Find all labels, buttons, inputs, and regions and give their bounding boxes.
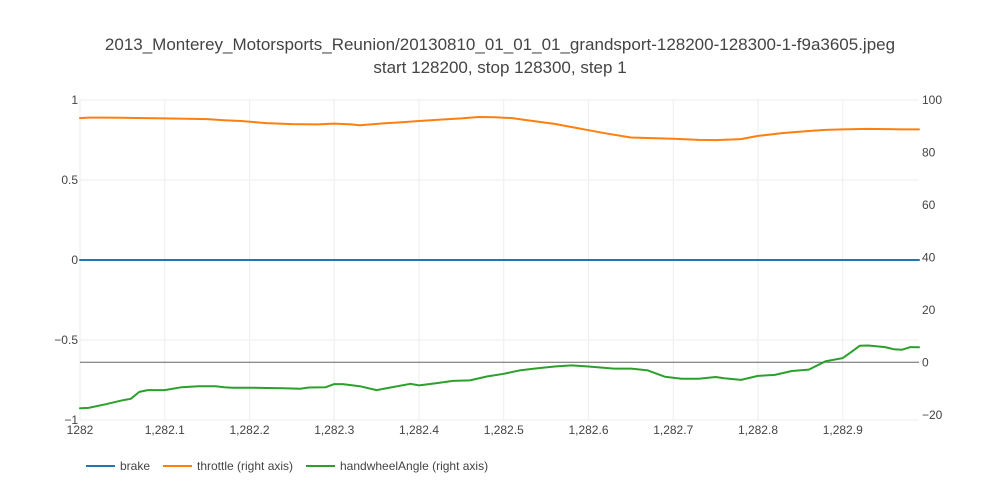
y-right-tick-label: 0 [922, 355, 929, 369]
y-right-tick-label: −20 [922, 408, 943, 422]
x-tick-label: 1,282.3 [314, 423, 354, 437]
series-line-throttle [79, 116, 920, 142]
y-left-axis-ticks: 1 0.5 0 −0.5 −1 [54, 93, 78, 427]
y-left-tick-label: 1 [71, 93, 78, 107]
y-right-tick-label: 40 [922, 250, 936, 264]
legend-item-handwheelangle[interactable]: handwheelAngle (right axis) [306, 459, 488, 473]
y-left-tick-label: −1 [64, 413, 78, 427]
x-tick-label: 1,282.5 [484, 423, 524, 437]
y-right-tick-label: 80 [922, 145, 936, 159]
legend[interactable]: brake throttle (right axis) handwheelAngle… [86, 459, 488, 473]
chart-title-line1: 2013_Monterey_Motorsports_Reunion/201308… [105, 35, 895, 54]
legend-label: brake [120, 459, 150, 473]
legend-label: handwheelAngle (right axis) [340, 459, 488, 473]
chart-title-line2: start 128200, stop 128300, step 1 [373, 58, 626, 77]
x-tick-label: 1,282.7 [653, 423, 693, 437]
x-tick-label: 1,282.1 [145, 423, 185, 437]
x-tick-label: 1,282.9 [823, 423, 863, 437]
x-axis-ticks: 1282 1,282.1 1,282.2 1,282.3 1,282.4 1,282.5 1… [67, 423, 863, 437]
legend-item-throttle[interactable]: throttle (right axis) [163, 459, 293, 473]
y-right-tick-label: 60 [922, 198, 936, 212]
x-tick-label: 1,282.6 [568, 423, 608, 437]
plot-area [79, 116, 920, 410]
series-line-handwheelangle [79, 344, 920, 410]
y-left-tick-label: −0.5 [54, 333, 78, 347]
x-tick-label: 1,282.4 [399, 423, 439, 437]
x-tick-label: 1282 [67, 423, 94, 437]
x-tick-label: 1,282.2 [229, 423, 269, 437]
y-right-axis-ticks: 100 80 60 40 20 0 −20 [922, 93, 943, 422]
y-left-tick-label: 0 [71, 253, 78, 267]
y-right-tick-label: 20 [922, 303, 936, 317]
x-tick-label: 1,282.8 [738, 423, 778, 437]
y-left-tick-label: 0.5 [61, 173, 78, 187]
legend-item-brake[interactable]: brake [86, 459, 150, 473]
y-right-tick-label: 100 [922, 93, 942, 107]
legend-label: throttle (right axis) [197, 459, 293, 473]
